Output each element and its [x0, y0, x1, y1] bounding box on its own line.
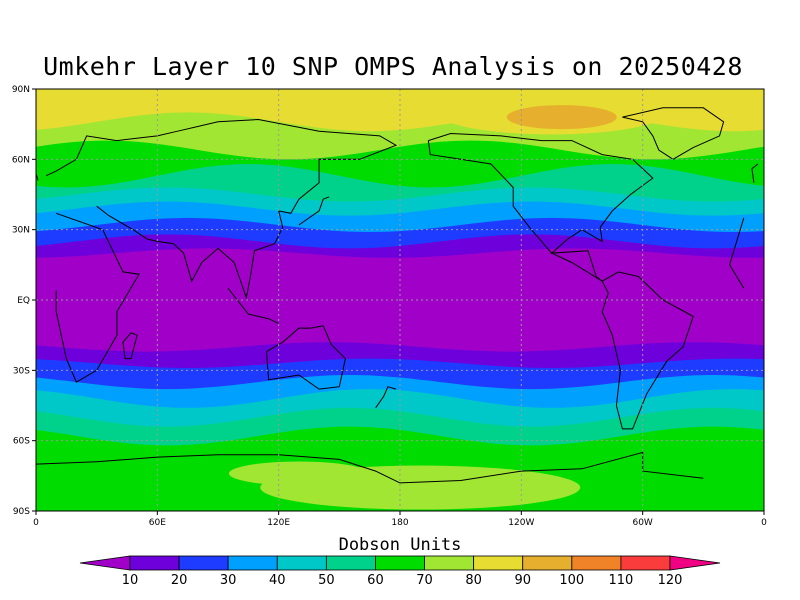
- colorbar-label: Dobson Units: [338, 535, 462, 555]
- arctic-maximum-core: [506, 105, 617, 130]
- x-tick-label: 120W: [508, 518, 534, 528]
- x-tick-label: 180: [391, 518, 408, 528]
- colorbar-swatch: [522, 555, 573, 571]
- chart-title: Umkehr Layer 10 SNP OMPS Analysis on 202…: [43, 52, 743, 81]
- colorbar-tick-label: 20: [171, 573, 188, 588]
- colorbar-swatch: [325, 555, 376, 571]
- colorbar-tick-label: 40: [269, 573, 286, 588]
- colorbar-tick-label: 100: [559, 573, 584, 588]
- coast-asia: [96, 118, 398, 300]
- colorbar-tick-label: 10: [122, 573, 139, 588]
- colorbar-swatch: [375, 555, 425, 571]
- y-tick-label: EQ: [17, 296, 30, 306]
- coast-indonesia: [227, 287, 279, 324]
- x-tick-label: 60W: [632, 518, 652, 528]
- coast-north-america: [427, 132, 654, 282]
- colorbar-tick-label: 110: [608, 573, 633, 588]
- x-tick-label: 0: [761, 518, 767, 528]
- coast-australia: [266, 325, 346, 390]
- coast-africa-1: [55, 212, 140, 383]
- coast-africa-2: [729, 217, 745, 265]
- coast-new-zealand: [375, 386, 397, 409]
- coast-antarctica-1: [35, 454, 401, 484]
- x-tick-label: 0: [33, 518, 39, 528]
- colorbar-swatch: [571, 555, 622, 571]
- colorbar-tick-label: 90: [514, 573, 531, 588]
- coast-south-america: [601, 271, 694, 430]
- antarctic-minimum-lobe: [228, 461, 369, 486]
- y-tick-label: 60S: [13, 437, 30, 447]
- colorbar-swatch: [620, 555, 671, 571]
- colorbar-low-arrow: [79, 555, 131, 571]
- y-tick-label: 90S: [13, 507, 30, 517]
- colorbar-swatch: [129, 555, 180, 571]
- colorbar-swatch: [276, 555, 327, 571]
- y-tick-label: 30S: [13, 366, 30, 376]
- y-tick-label: 30N: [12, 226, 30, 236]
- colorbar-tick-label: 70: [416, 573, 433, 588]
- x-tick-label: 120E: [267, 518, 290, 528]
- coast-greenland: [622, 107, 725, 160]
- y-tick-label: 90N: [12, 85, 30, 95]
- colorbar-high-arrow: [669, 555, 721, 571]
- colorbar-swatch: [424, 555, 475, 571]
- colorbar-tick-label: 30: [220, 573, 237, 588]
- coast-uk-2: [751, 163, 759, 183]
- y-tick-label: 60N: [12, 155, 30, 165]
- colorbar-swatch: [178, 555, 229, 571]
- coast-japan: [298, 196, 330, 226]
- coast-madagascar: [122, 332, 138, 360]
- colorbar-swatch: [227, 555, 278, 571]
- colorbar-tick-label: 120: [658, 573, 683, 588]
- coast-africa: [729, 264, 745, 289]
- coast-antarctica: [399, 451, 704, 484]
- colorbar-swatch: [473, 555, 524, 571]
- colorbar-tick-label: 50: [318, 573, 335, 588]
- x-tick-label: 60E: [149, 518, 166, 528]
- colorbar-tick-label: 60: [367, 573, 384, 588]
- colorbar-tick-label: 80: [465, 573, 482, 588]
